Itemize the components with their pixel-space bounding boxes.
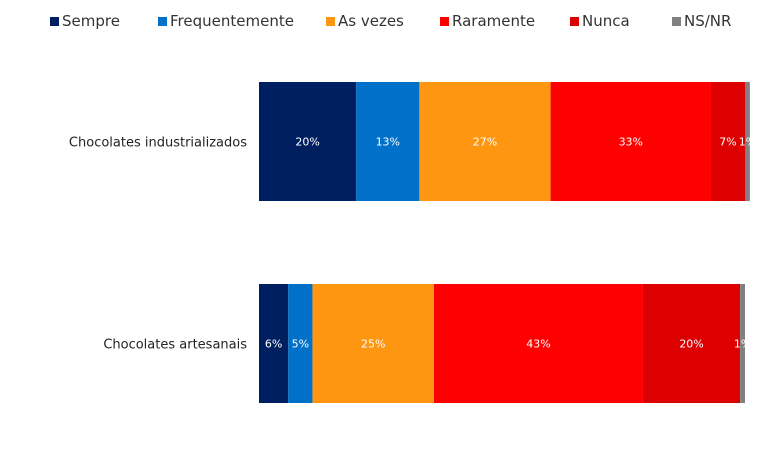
category-label-chocolates-artesanais: Chocolates artesanais (103, 338, 247, 353)
category-label-chocolates-industrializados: Chocolates industrializados (69, 136, 247, 151)
bar-chocolates-artesanais-raramente (433, 284, 643, 403)
bar-chocolates-artesanais-nunca (642, 284, 741, 403)
bar-chocolates-industrializados-ns-nr (745, 82, 750, 201)
legend-label-sempre: Sempre (62, 12, 120, 30)
legend: Sempre Frequentemente As vezes Raramente Nun… (50, 12, 731, 30)
value-label-chocolates-industrializados-sempre: 20% (295, 136, 319, 149)
bar-chocolates-artesanais-ns-nr (740, 284, 745, 403)
bar-chocolates-artesanais-frequentemente (288, 284, 313, 403)
value-label-chocolates-artesanais-nunca: 20% (679, 338, 703, 351)
legend-label-ns-nr: NS/NR (684, 12, 731, 30)
value-label-chocolates-industrializados-frequentemente: 13% (376, 136, 400, 149)
legend-swatch-raramente (440, 17, 449, 26)
value-label-chocolates-artesanais-ns-nr: 1% (734, 338, 751, 351)
value-label-chocolates-industrializados-ns-nr: 1% (739, 136, 756, 149)
bar-chocolates-artesanais-sempre (259, 284, 289, 403)
legend-label-frequentemente: Frequentemente (170, 12, 294, 30)
value-label-chocolates-artesanais-as-vezes: 25% (361, 338, 385, 351)
bar-chocolates-industrializados-raramente (550, 82, 711, 201)
legend-swatch-nunca (570, 17, 579, 26)
legend-swatch-sempre (50, 17, 59, 26)
value-label-chocolates-artesanais-raramente: 43% (526, 338, 550, 351)
bars: 20% 13% 27% 33% 7% 1%6% 5% 25% 43% 20% 1% (259, 82, 756, 403)
legend-swatch-as-vezes (326, 17, 335, 26)
legend-label-as-vezes: As vezes (338, 12, 404, 30)
value-label-chocolates-industrializados-nunca: 7% (719, 136, 736, 149)
legend-label-raramente: Raramente (452, 12, 535, 30)
legend-swatch-ns-nr (672, 17, 681, 26)
bar-chocolates-industrializados-as-vezes (419, 82, 551, 201)
value-label-chocolates-industrializados-as-vezes: 27% (473, 136, 497, 149)
legend-swatch-frequentemente (158, 17, 167, 26)
category-labels: Chocolates industrializados Chocolates ar… (69, 136, 247, 353)
value-label-chocolates-artesanais-frequentemente: 5% (292, 338, 309, 351)
value-label-chocolates-artesanais-sempre: 6% (265, 338, 282, 351)
bar-chocolates-industrializados-sempre (259, 82, 357, 201)
bar-chocolates-artesanais-as-vezes (312, 284, 434, 403)
bar-chocolates-industrializados-frequentemente (356, 82, 420, 201)
bar-chocolates-industrializados-nunca (710, 82, 745, 201)
legend-label-nunca: Nunca (582, 12, 630, 30)
value-label-chocolates-industrializados-raramente: 33% (619, 136, 643, 149)
